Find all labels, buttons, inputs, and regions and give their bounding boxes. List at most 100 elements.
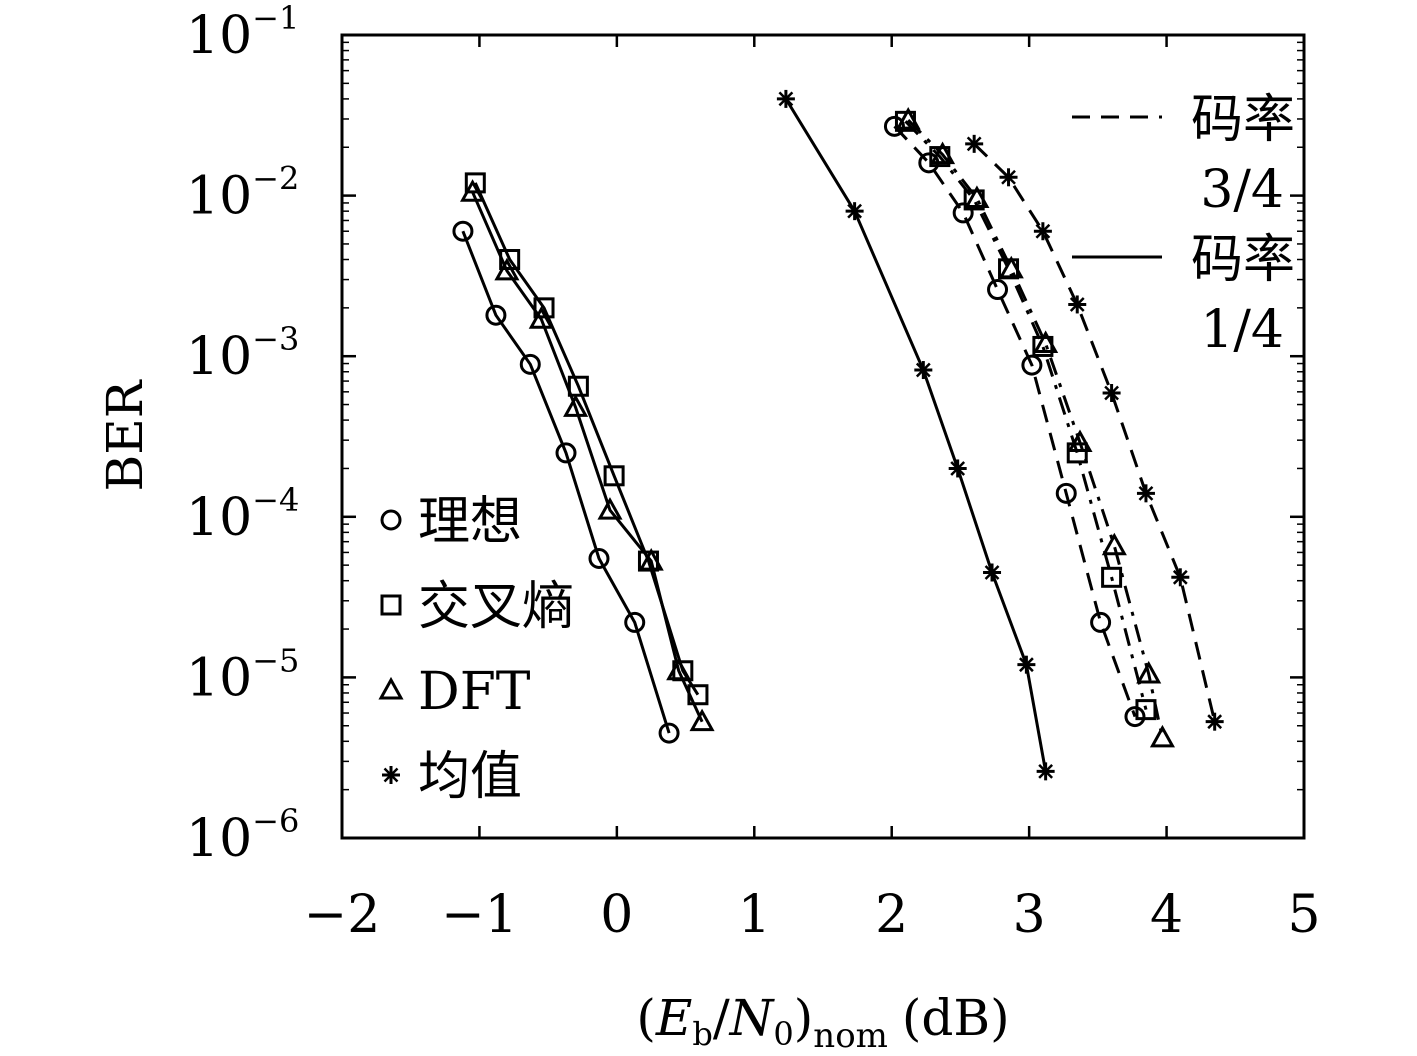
legend-line-label: 码率	[1191, 90, 1295, 150]
series-triangle-rate-1-4	[460, 179, 715, 732]
data-point-star	[1017, 655, 1036, 674]
legend-marker-square	[380, 594, 402, 616]
data-point-triangle	[563, 394, 589, 417]
series-line	[904, 120, 1148, 710]
x-tick-label: 4	[1150, 885, 1183, 945]
data-point-star	[1068, 295, 1087, 314]
legend-label: 均值	[418, 747, 522, 807]
data-point-star	[1205, 712, 1224, 731]
data-point-circle	[1021, 354, 1043, 376]
data-point-square	[1101, 566, 1123, 588]
data-point-circle	[588, 547, 610, 569]
series-layer	[452, 89, 1224, 781]
series-star-rate-3-4	[965, 134, 1224, 731]
data-point-star	[1033, 222, 1052, 241]
data-point-triangle	[998, 255, 1024, 279]
data-point-star	[1171, 568, 1190, 587]
data-point-star	[1036, 762, 1055, 781]
y-axis-label: BER	[96, 379, 154, 491]
y-tick-label: 10−2	[186, 160, 299, 227]
data-point-square	[603, 465, 625, 487]
y-tick-label: 10−6	[186, 802, 299, 869]
legend-marker-circle	[380, 509, 402, 531]
data-point-circle	[658, 722, 680, 744]
y-tick-label: 10−5	[186, 641, 299, 708]
data-point-star	[999, 168, 1018, 187]
x-ticks: −2 −1 0 1 2 3 4 5	[304, 35, 1321, 945]
x-tick-label: 1	[738, 885, 771, 945]
series-line	[471, 191, 704, 723]
data-point-star	[948, 459, 967, 478]
data-point-star	[983, 563, 1002, 582]
data-point-circle	[1124, 706, 1146, 728]
data-point-triangle	[1067, 429, 1093, 453]
data-point-star	[914, 361, 933, 380]
data-point-square	[464, 172, 486, 194]
x-tick-label: 5	[1287, 885, 1320, 945]
series-square-rate-3-4	[894, 110, 1157, 721]
data-point-circle	[883, 115, 905, 137]
data-point-triangle	[494, 257, 520, 281]
data-point-star	[845, 202, 864, 221]
series-triangle-rate-3-4	[895, 107, 1175, 748]
series-line	[893, 125, 1137, 718]
data-point-circle	[555, 442, 577, 464]
data-point-triangle	[1149, 724, 1175, 748]
series-line	[784, 98, 1048, 772]
data-point-square	[1066, 442, 1088, 464]
y-tick-label: 10−4	[186, 481, 299, 548]
x-tick-label: −1	[441, 885, 518, 945]
series-circle-rate-1-4	[452, 220, 680, 744]
data-point-circle	[1090, 611, 1112, 633]
series-star-rate-1-4	[776, 89, 1055, 781]
series-line	[461, 230, 671, 734]
data-point-triangle	[666, 657, 692, 681]
legend-line-sublabel: 1/4	[1200, 300, 1284, 360]
data-point-circle	[624, 611, 646, 633]
legend-label: DFT	[418, 662, 531, 722]
data-point-square	[567, 375, 589, 397]
legend-line-label: 码率	[1191, 230, 1295, 290]
data-point-triangle	[638, 547, 664, 571]
y-ticks: 10−1 10−2 10−3 10−4 10−5 10−6	[186, 0, 1304, 869]
legend-marker-star	[382, 766, 400, 784]
series-line	[973, 142, 1217, 723]
line-legend: 码率 3/4 码率 1/4	[1072, 90, 1295, 360]
data-point-triangle	[895, 107, 921, 130]
data-point-circle	[1055, 482, 1077, 504]
data-point-star	[1136, 484, 1155, 503]
data-point-triangle	[1101, 532, 1127, 556]
x-axis-label: (Eb/N0)nom (dB)	[636, 989, 1009, 1056]
data-point-star	[965, 134, 984, 153]
data-point-triangle	[597, 497, 623, 520]
data-point-triangle	[528, 306, 554, 329]
legend-label: 交叉熵	[418, 577, 574, 637]
plot-frame	[340, 33, 1306, 840]
series-line	[907, 119, 1164, 739]
x-tick-label: −2	[304, 885, 381, 945]
y-tick-label: 10−3	[186, 320, 299, 387]
data-point-circle	[452, 220, 474, 242]
series-circle-rate-3-4	[883, 115, 1146, 728]
x-tick-label: 0	[600, 885, 633, 945]
data-point-circle	[952, 202, 974, 224]
data-point-circle	[485, 304, 507, 326]
data-point-triangle	[689, 708, 715, 732]
data-point-triangle	[460, 179, 486, 202]
data-point-star	[776, 89, 795, 108]
data-point-triangle	[930, 141, 956, 165]
x-tick-label: 2	[875, 885, 908, 945]
data-point-circle	[987, 279, 1009, 301]
data-point-triangle	[964, 185, 990, 208]
data-point-circle	[519, 353, 541, 375]
legend-label: 理想	[418, 492, 522, 552]
legend-line-sublabel: 3/4	[1200, 160, 1284, 220]
y-tick-label: 10−1	[186, 0, 299, 66]
x-tick-label: 3	[1013, 885, 1046, 945]
data-point-triangle	[1136, 660, 1162, 684]
data-point-triangle	[1033, 330, 1059, 353]
data-point-star	[1102, 384, 1121, 403]
legend-marker-triangle	[378, 676, 404, 700]
